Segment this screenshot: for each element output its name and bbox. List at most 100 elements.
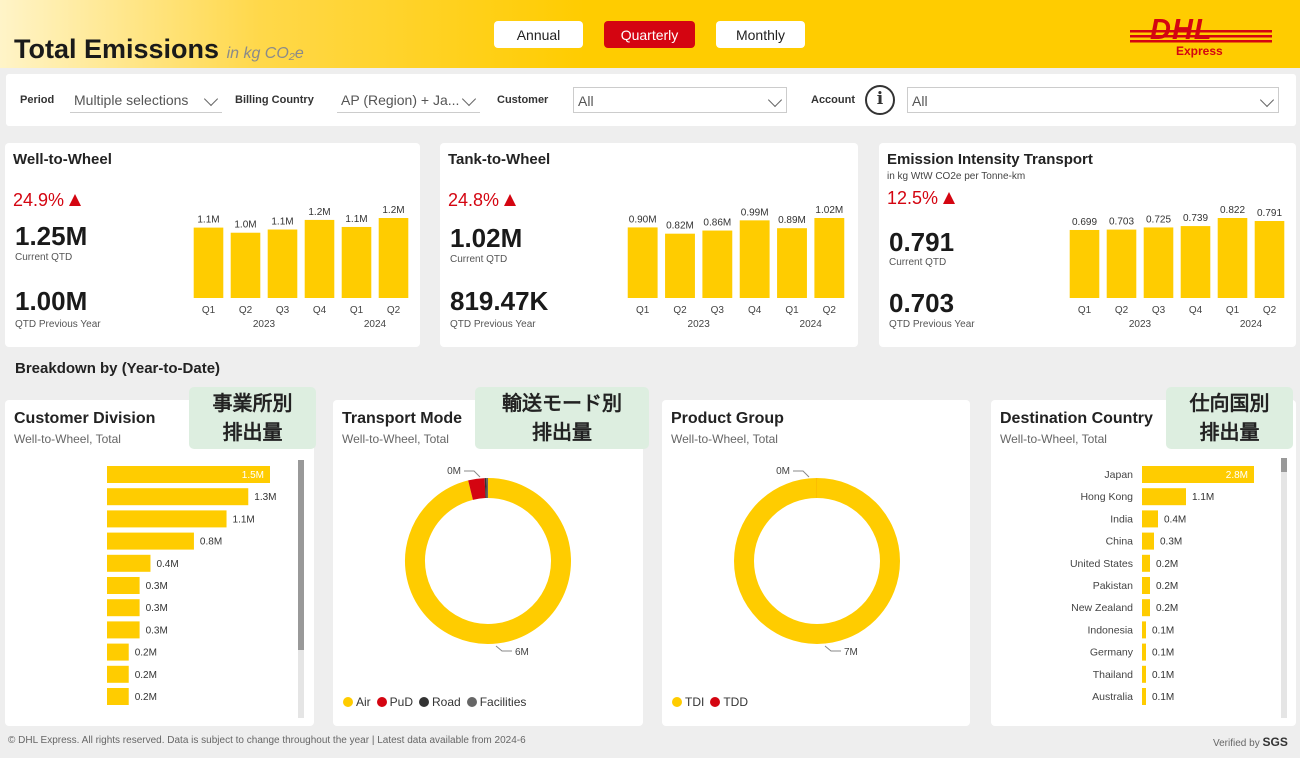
kpi-change-percent: 24.8% <box>448 190 517 211</box>
legend-item-tdd[interactable]: TDD <box>710 695 748 709</box>
billing-country-select[interactable]: AP (Region) + Ja... <box>337 87 480 113</box>
bar[interactable] <box>1142 688 1146 705</box>
kpi-bar[interactable] <box>193 227 224 298</box>
kpi-bar-value-label: 0.82M <box>666 221 694 232</box>
quarterly-button[interactable]: Quarterly <box>604 21 695 48</box>
kpi-card-emission-intensity: Emission Intensity Transport in kg WtW C… <box>879 143 1296 347</box>
kpi-previous-label: QTD Previous Year <box>889 319 975 330</box>
bar-value-label: 0.2M <box>135 692 157 703</box>
bar[interactable] <box>1142 532 1154 550</box>
donut-slice-tdi[interactable] <box>734 478 900 644</box>
bar-value-label: 0.4M <box>1164 514 1186 525</box>
info-icon[interactable]: i <box>865 85 895 115</box>
kpi-bar[interactable] <box>777 228 807 298</box>
kpi-x-tick-label: Q4 <box>1189 305 1203 316</box>
bar[interactable] <box>107 688 129 705</box>
account-filter-select[interactable]: All <box>907 87 1279 113</box>
bar[interactable] <box>1142 665 1146 683</box>
donut-slice-pud[interactable] <box>468 478 486 500</box>
kpi-bar[interactable] <box>739 220 770 298</box>
bar[interactable] <box>107 554 151 572</box>
bar-value-label: 0.1M <box>1152 648 1174 659</box>
scrollbar-track[interactable] <box>1281 458 1287 718</box>
bar[interactable] <box>1142 599 1150 617</box>
chevron-down-icon <box>1259 92 1275 108</box>
jp-label-destination-country: 仕向国別 排出量 <box>1166 387 1293 449</box>
kpi-bar[interactable] <box>1254 221 1285 298</box>
bar[interactable] <box>107 577 140 594</box>
bar[interactable] <box>1142 643 1146 661</box>
bar[interactable] <box>107 488 249 506</box>
kpi-x-tick-label: Q1 <box>785 305 799 316</box>
legend-item-road[interactable]: Road <box>419 695 461 709</box>
bar[interactable] <box>1142 577 1150 594</box>
kpi-bar[interactable] <box>1143 227 1174 298</box>
donut-slice-air[interactable] <box>405 478 571 644</box>
bar[interactable] <box>107 665 129 683</box>
kpi-bar[interactable] <box>1217 218 1248 298</box>
legend-item-tdi[interactable]: TDI <box>672 695 704 709</box>
bar[interactable] <box>107 643 129 661</box>
bar[interactable] <box>1142 621 1146 639</box>
card-title: Transport Mode <box>342 410 463 427</box>
kpi-x-tick-label: Q4 <box>313 305 327 316</box>
kpi-x-tick-label: Q1 <box>1078 305 1092 316</box>
account-filter-value: All <box>912 93 928 109</box>
customer-division-card: Customer Division Well-to-Wheel, Total 1… <box>5 400 314 726</box>
bar[interactable] <box>107 532 194 550</box>
kpi-current-value: 0.791 <box>889 227 955 257</box>
bar-value-label: 1.3M <box>254 492 276 503</box>
scrollbar-thumb[interactable] <box>298 460 304 650</box>
bar[interactable] <box>107 510 227 528</box>
kpi-bar-value-label: 0.703 <box>1109 217 1134 228</box>
legend-item-pud[interactable]: PuD <box>376 695 413 709</box>
destination-country-card: Destination Country Well-to-Wheel, Total… <box>991 400 1296 726</box>
kpi-bar[interactable] <box>1069 229 1100 298</box>
legend-label: Air <box>356 695 371 709</box>
monthly-button[interactable]: Monthly <box>716 21 805 48</box>
bar[interactable] <box>1142 510 1158 528</box>
bar-value-label: 0.2M <box>1156 581 1178 592</box>
bar[interactable] <box>107 621 140 639</box>
scrollbar-track[interactable] <box>298 460 304 718</box>
customer-division-bar-chart: 1.5M 1.3M 1.1M 0.8M 0.4M 0.3M 0.3M 0.3M 0.2M 0.2M… <box>107 466 277 705</box>
kpi-bar[interactable] <box>1106 229 1137 298</box>
product-group-legend: TDI TDD <box>672 695 754 709</box>
kpi-bar[interactable] <box>378 218 409 298</box>
kpi-bar[interactable] <box>665 233 695 298</box>
kpi-bar-chart: 0.699 Q1 0.703 Q2 0.725 Q3 0.739 Q4 0.822 Q1 0.791… <box>1069 205 1285 330</box>
bar[interactable] <box>1142 554 1150 572</box>
sgs-logo: SGS <box>1262 735 1288 749</box>
bar[interactable] <box>107 466 270 483</box>
bar[interactable] <box>107 599 140 617</box>
card-title: Product Group <box>671 410 784 427</box>
kpi-bar[interactable] <box>627 227 658 298</box>
annual-button[interactable]: Annual <box>494 21 583 48</box>
donut-leader-line <box>824 645 841 652</box>
kpi-bar[interactable] <box>341 226 372 298</box>
legend-item-air[interactable]: Air <box>343 695 371 709</box>
jp-label-line: 事業所別 <box>212 391 293 415</box>
kpi-bar[interactable] <box>267 229 298 298</box>
kpi-bar[interactable] <box>230 232 261 298</box>
customer-filter-select[interactable]: All <box>573 87 787 113</box>
transport-mode-card: Transport Mode Well-to-Wheel, Total 6M 0M… <box>333 400 643 726</box>
bar-category-label: China <box>1106 536 1134 548</box>
period-filter-select[interactable]: Multiple selections <box>70 87 222 113</box>
scrollbar-thumb[interactable] <box>1281 458 1287 472</box>
kpi-bar[interactable] <box>814 218 845 298</box>
kpi-bar[interactable] <box>702 230 733 298</box>
kpi-x-tick-label: Q1 <box>350 305 364 316</box>
legend-dot-icon <box>376 697 387 707</box>
bar[interactable] <box>1142 488 1186 506</box>
bar-value-label: 0.2M <box>1156 559 1178 570</box>
bar[interactable] <box>1142 466 1254 483</box>
legend-item-facilities[interactable]: Facilities <box>466 695 526 709</box>
kpi-bar[interactable] <box>304 219 335 298</box>
kpi-bar[interactable] <box>1180 226 1211 298</box>
kpi-bar-value-label: 1.1M <box>345 214 367 225</box>
jp-label-line: 仕向国別 <box>1189 391 1270 415</box>
kpi-bar-value-label: 0.99M <box>741 207 769 218</box>
kpi-current-label: Current QTD <box>889 257 947 268</box>
legend-dot-icon <box>672 697 682 707</box>
